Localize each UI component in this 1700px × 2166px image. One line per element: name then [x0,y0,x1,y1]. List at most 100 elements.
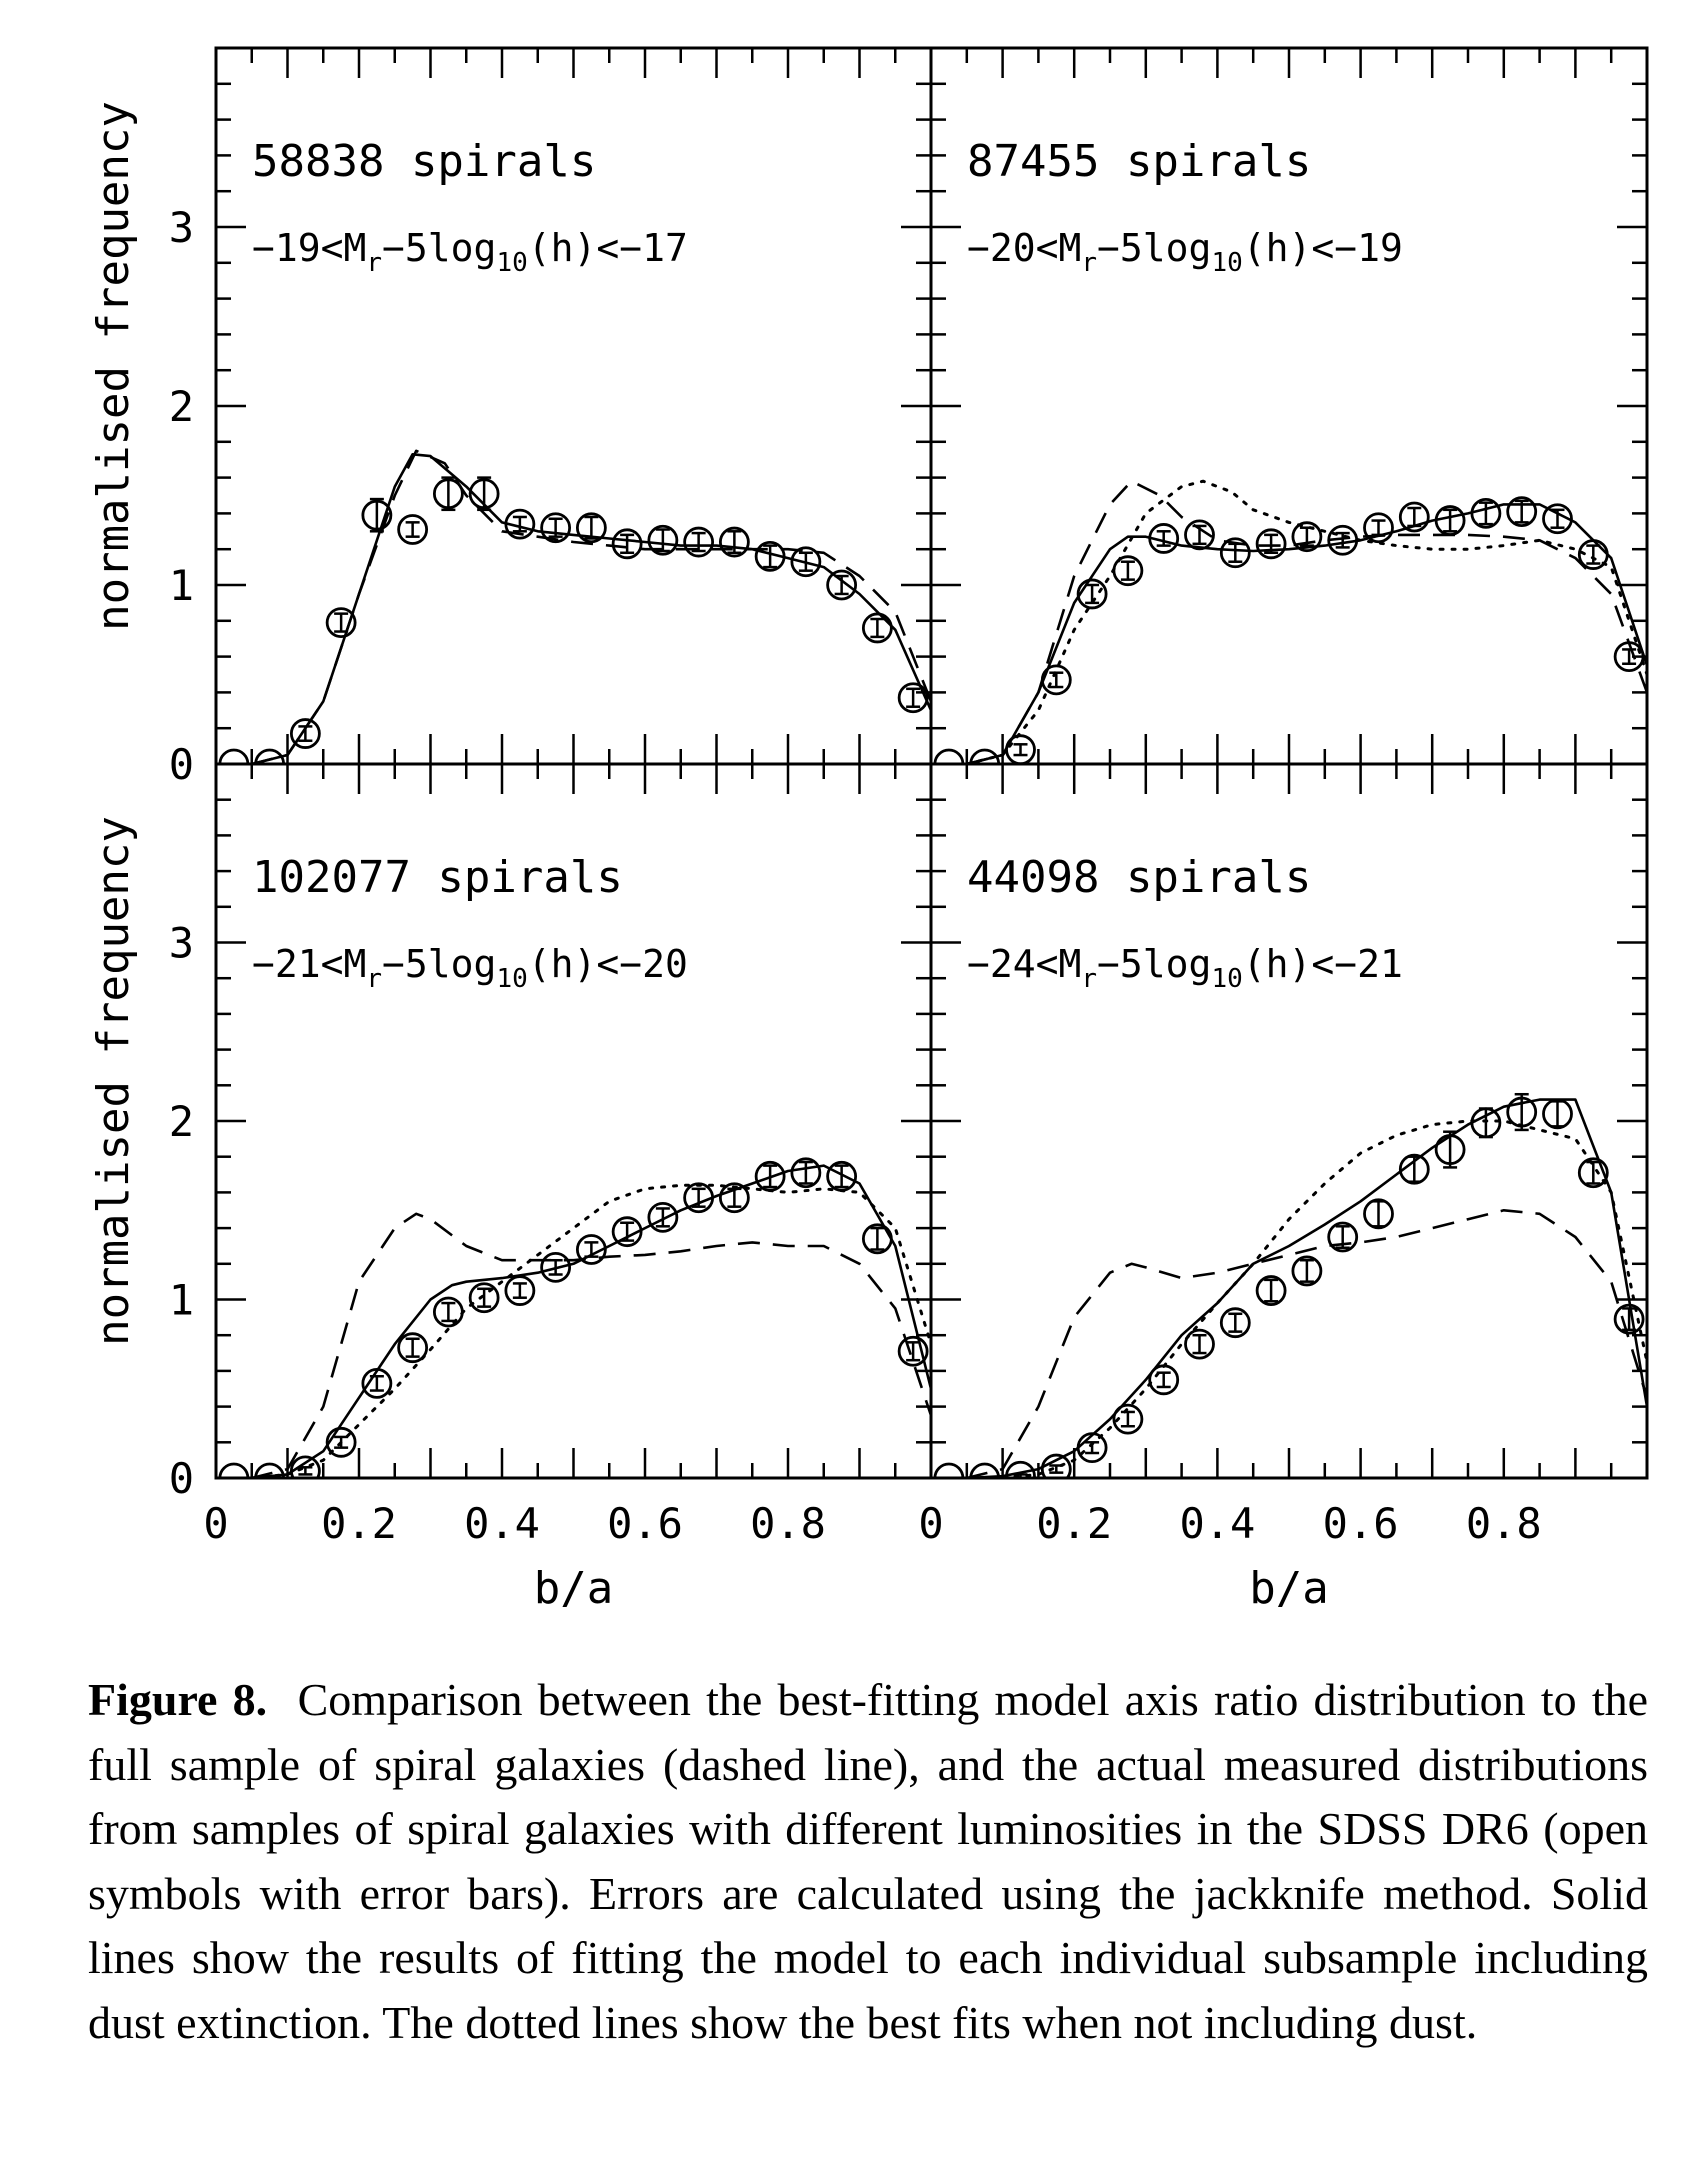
solid-model-line [216,452,931,764]
panel-magnitude-range: −24<Mr−5log10(h)<−21 [967,942,1403,994]
range-text: (h)<−20 [528,942,688,986]
dashed-model-line [931,1209,1647,1478]
range-subscript: r [1081,248,1097,278]
data-point [218,748,250,764]
plot-area [216,449,931,764]
data-point-marker [1255,1275,1287,1306]
dashed-model-line [216,1212,931,1478]
y-tick-label: 1 [169,1276,194,1325]
x-tick-label: 0.6 [607,1499,683,1548]
data-point [861,1223,893,1255]
x-tick-label: 0 [203,1499,228,1548]
data-point-marker [325,607,357,638]
range-text: −5log [382,226,496,270]
data-point-marker [861,612,893,644]
data-point-marker [1184,519,1215,551]
data-point [897,682,929,714]
panel-2: 87455 spirals −20<Mr−5log10(h)<−19 [929,46,1649,766]
panel-sample-count: 44098 spirals [967,852,1311,903]
data-point [1542,1098,1573,1130]
data-point-marker [969,1462,1001,1478]
data-point-marker [718,1182,750,1214]
data-point-marker [575,512,607,544]
data-point-marker [897,1335,929,1367]
data-point [397,1332,429,1364]
data-point [897,1335,929,1367]
range-subscript: r [366,248,382,278]
data-point [504,1275,536,1306]
data-point-marker [1184,1328,1215,1360]
data-point-marker [468,1282,500,1314]
range-text: (h)<−21 [1243,942,1403,986]
data-point-marker [647,1201,679,1233]
data-point [325,607,357,638]
dashed-model-line [216,449,931,764]
data-point [254,748,286,764]
figure-caption: Figure 8. Comparison between the best-fi… [88,1668,1648,2055]
dotted-model-line [931,479,1647,764]
data-point [1076,1432,1108,1464]
panel-magnitude-range: −21<Mr−5log10(h)<−20 [252,942,688,994]
data-point-marker [1506,496,1538,528]
data-point-marker [218,748,250,764]
data-point-marker [897,682,929,714]
data-point-marker [254,1462,286,1478]
data-point-marker [1363,1198,1394,1230]
dotted-model-line [216,1183,931,1478]
data-point [969,748,1001,764]
y-axis-title: normalised frequency [88,816,139,1346]
data-point [933,1462,965,1478]
data-point [969,1462,1001,1478]
data-point-marker [933,748,965,764]
y-tick-label: 0 [169,1454,194,1503]
data-point-marker [647,524,679,556]
data-point-marker [540,1251,572,1283]
panel-4: 0 0.2 0.4 0.6 0.8 b/a 44098 spirals −24<Mr−5log… [918,762,1649,1614]
data-point-marker [575,1234,607,1265]
data-point [540,512,572,544]
data-point [1577,1157,1609,1189]
data-point-marker [933,1462,965,1478]
data-point-marker [325,1426,357,1458]
data-point [647,524,679,556]
solid-model-line [931,503,1647,764]
data-point-marker [718,526,750,558]
range-text: −24<M [967,942,1081,986]
data-point-marker [611,1216,643,1248]
data-point-marker [790,546,822,578]
solid-model-line [931,1098,1647,1478]
x-axis-title: b/a [1249,1563,1328,1614]
range-text: −5log [382,942,496,986]
tick-marks [216,764,931,1478]
data-point-marker [969,748,1001,764]
data-point [254,1462,286,1478]
data-point-marker [1542,503,1573,535]
data-point-marker [1291,521,1323,553]
y-tick-label: 2 [169,1097,194,1146]
x-tick-label: 0.8 [750,1499,826,1548]
data-point [1363,1198,1394,1230]
dotted-model-line [931,1119,1647,1478]
data-point [1219,537,1251,569]
data-point-marker [1219,537,1251,569]
x-tick-label: 0.4 [464,1499,540,1548]
data-point [432,476,464,512]
data-point-marker [397,514,429,545]
dashed-model-line [931,479,1647,764]
data-point-marker [1577,1157,1609,1189]
data-point [1506,496,1538,528]
data-point [933,748,965,764]
data-point-marker [397,1332,429,1364]
range-subscript: r [366,964,382,994]
range-text: −21<M [252,942,366,986]
data-point [1470,498,1502,529]
caption-label: Figure 8. [88,1674,268,1725]
y-axis-title: normalised frequency [88,101,139,631]
tick-marks [931,764,1647,1478]
range-subscript: 10 [496,964,527,994]
data-point [468,1282,500,1314]
panel-magnitude-range: −19<Mr−5log10(h)<−17 [252,226,688,278]
data-point [218,1462,250,1478]
data-point-marker [611,528,643,560]
plot-area [931,1092,1647,1478]
